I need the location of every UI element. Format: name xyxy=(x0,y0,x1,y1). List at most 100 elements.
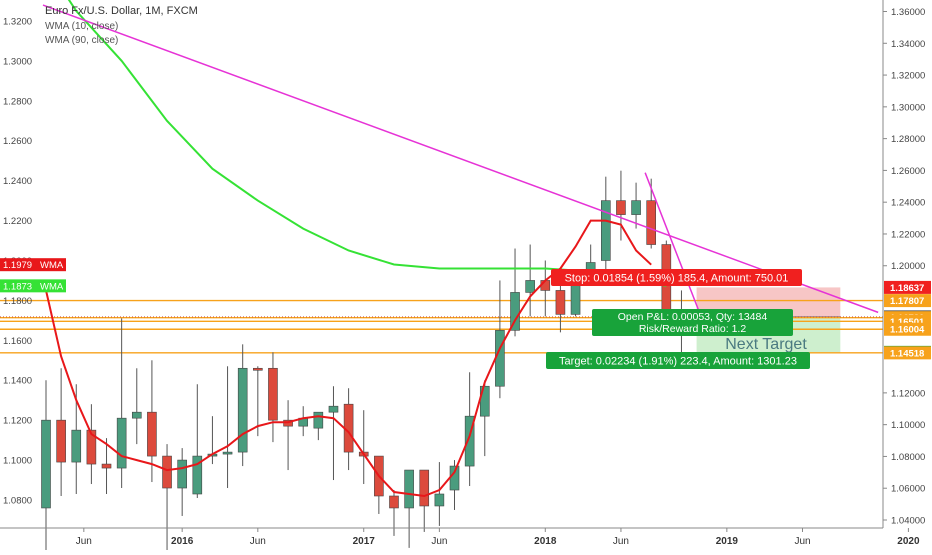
candle-body-2 xyxy=(71,429,82,463)
right-badge-bg-1 xyxy=(884,294,931,308)
risk-reward-text: Risk/Reward Ratio: 1.2 xyxy=(639,323,747,335)
right-badge-text-7: 1.14518 xyxy=(890,348,924,359)
candle-body-23 xyxy=(389,495,399,509)
trend-lines[interactable] xyxy=(42,4,879,333)
candle-body-40 xyxy=(646,200,657,245)
trend-line-0 xyxy=(42,4,879,314)
right-badge-text-0: 1.18637 xyxy=(890,283,924,294)
right-badge-bg-5 xyxy=(884,322,931,336)
left-tick-label-4: 1.2400 xyxy=(3,176,32,187)
chart-title: Euro Fx/U.S. Dollar, 1M, FXCM xyxy=(45,5,198,17)
candle-body-38 xyxy=(616,200,626,215)
right-tick-label-2: 1.32000 xyxy=(891,71,925,82)
right-tick-label-8: 1.20000 xyxy=(891,261,925,272)
left-tick-label-11: 1.1000 xyxy=(3,456,32,467)
candle-body-34 xyxy=(555,290,566,315)
candle-body-10 xyxy=(192,455,203,495)
left-tick-label-1: 1.3000 xyxy=(3,56,32,67)
right-badge-text-1: 1.17807 xyxy=(890,296,924,307)
candle-body-28 xyxy=(464,415,475,467)
candle-body-5 xyxy=(116,417,127,469)
candle-body-30 xyxy=(495,330,505,387)
left-tick-label-3: 1.2600 xyxy=(3,136,32,147)
left-axis-ticks: 1.32001.30001.28001.26001.24001.22001.20… xyxy=(3,17,32,507)
right-tick-label-6: 1.24000 xyxy=(891,198,925,209)
right-tick-label-7: 1.22000 xyxy=(891,229,925,240)
candle-body-25 xyxy=(419,469,430,507)
left-badge-value-1: 1.1873 xyxy=(3,281,32,292)
time-tick-label-5: 2018 xyxy=(534,536,557,547)
left-badge-bg-1 xyxy=(0,279,66,293)
candle-body-3 xyxy=(86,429,97,465)
candle-body-14 xyxy=(253,367,263,371)
open-pl-label: Open P&L: 0.00053, Qty: 13484 Risk/Rewar… xyxy=(592,309,793,336)
right-tick-label-11: 1.08000 xyxy=(891,452,925,463)
candle-body-7 xyxy=(147,411,157,457)
right-tick-label-13: 1.04000 xyxy=(891,515,925,526)
candle-body-0 xyxy=(41,419,51,509)
indicator-legend-wma90: WMA (90, close) xyxy=(45,35,118,46)
right-badge-text-5: 1.16004 xyxy=(890,325,925,336)
wma10-line xyxy=(45,219,652,498)
candle-body-18 xyxy=(313,411,324,429)
right-tick-label-1: 1.34000 xyxy=(891,39,925,50)
time-axis: Jun2016Jun2017Jun2018Jun2019Jun2020Jun xyxy=(76,528,920,547)
right-tick-label-3: 1.30000 xyxy=(891,102,925,113)
candle-body-15 xyxy=(268,367,278,421)
stop-label: Stop: 0.01854 (1.59%) 185.4, Amount: 750… xyxy=(551,269,802,286)
time-tick-label-3: 2017 xyxy=(353,536,376,547)
indicator-legend-wma10: WMA (10, close) xyxy=(45,21,118,32)
candle-body-37 xyxy=(601,200,611,261)
left-badge-bg-0 xyxy=(0,258,66,272)
open-pl-text: Open P&L: 0.00053, Qty: 13484 xyxy=(618,311,768,323)
time-tick-label-8: Jun xyxy=(794,536,810,547)
target-label: Target: 0.02234 (1.91%) 223.4, Amount: 1… xyxy=(546,352,810,369)
left-axis-badges: 1.1979 WMA 1.1873 WMA xyxy=(0,258,66,293)
left-tick-label-7: 1.1800 xyxy=(3,296,32,307)
right-tick-label-12: 1.06000 xyxy=(891,484,925,495)
time-tick-label-7: 2019 xyxy=(716,536,739,547)
candle-body-26 xyxy=(434,493,445,507)
left-tick-label-2: 1.2800 xyxy=(3,96,32,107)
left-badge-label-0: WMA xyxy=(40,260,64,271)
time-tick-label-4: Jun xyxy=(431,536,447,547)
right-axis-badges: 1.186371.178071.167831.167301.165011.160… xyxy=(884,280,931,360)
left-tick-label-12: 1.0800 xyxy=(3,495,32,506)
left-badge-label-1: WMA xyxy=(40,281,64,292)
right-tick-label-5: 1.26000 xyxy=(891,166,925,177)
time-tick-label-1: 2016 xyxy=(171,536,194,547)
candle-body-32 xyxy=(525,280,535,293)
candle-body-24 xyxy=(404,469,414,509)
trend-line-1 xyxy=(644,172,708,333)
next-target-text: Next Target xyxy=(725,336,807,353)
candle-body-19 xyxy=(328,405,339,413)
candle-body-1 xyxy=(56,419,66,463)
right-tick-label-10: 1.10000 xyxy=(891,420,925,431)
time-tick-label-2: Jun xyxy=(250,536,266,547)
candle-body-39 xyxy=(631,200,641,215)
right-tick-label-9: 1.12000 xyxy=(891,388,925,399)
left-tick-label-5: 1.2200 xyxy=(3,216,32,227)
stop-label-text: Stop: 0.01854 (1.59%) 185.4, Amount: 750… xyxy=(565,273,789,285)
candle-body-9 xyxy=(177,459,187,489)
left-tick-label-0: 1.3200 xyxy=(3,17,32,28)
right-badge-text-4: 1.16501 xyxy=(890,317,925,328)
left-tick-label-8: 1.1600 xyxy=(3,336,32,347)
left-tick-label-10: 1.1200 xyxy=(3,416,32,427)
candle-body-13 xyxy=(237,367,248,453)
right-tick-label-0: 1.36000 xyxy=(891,7,925,18)
candle-body-8 xyxy=(162,455,172,489)
right-tick-label-4: 1.28000 xyxy=(891,134,925,145)
left-tick-label-9: 1.1400 xyxy=(3,376,32,387)
candle-body-12 xyxy=(222,451,233,455)
right-badge-bg-7 xyxy=(884,346,931,360)
candle-body-4 xyxy=(101,463,112,469)
right-badge-bg-0 xyxy=(884,280,931,294)
time-tick-label-6: Jun xyxy=(613,536,629,547)
time-tick-label-0: Jun xyxy=(76,536,92,547)
target-label-text: Target: 0.02234 (1.91%) 223.4, Amount: 1… xyxy=(559,356,797,368)
time-tick-label-9: 2020 xyxy=(897,536,920,547)
candle-body-6 xyxy=(131,411,142,419)
